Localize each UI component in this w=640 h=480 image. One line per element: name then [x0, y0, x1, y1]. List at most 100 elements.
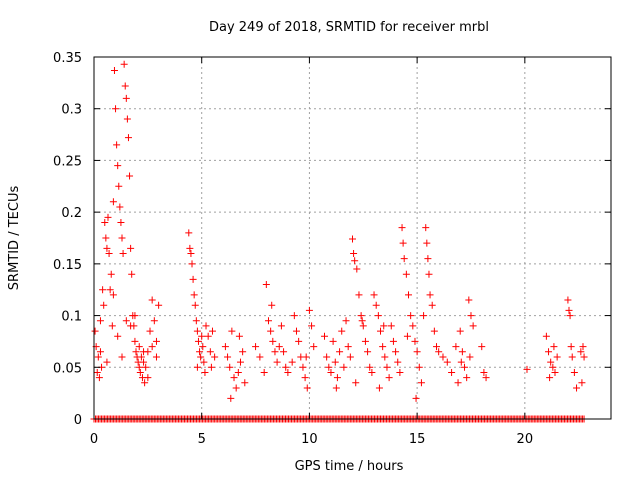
- data-point: [104, 213, 112, 221]
- data-point: [366, 363, 374, 371]
- data-point: [271, 348, 279, 356]
- data-point: [148, 296, 156, 304]
- data-point: [137, 353, 145, 361]
- data-point: [127, 244, 135, 252]
- data-point: [346, 353, 354, 361]
- data-point: [200, 358, 208, 366]
- data-point: [428, 301, 436, 309]
- data-point: [372, 301, 380, 309]
- y-tick-label: 0.1: [61, 310, 82, 325]
- data-point: [402, 270, 410, 278]
- data-point: [191, 301, 199, 309]
- y-tick-label: 0.3: [61, 103, 82, 118]
- data-point: [415, 363, 423, 371]
- data-point: [262, 281, 270, 289]
- data-point: [193, 327, 201, 335]
- data-point: [461, 363, 469, 371]
- data-point: [325, 363, 333, 371]
- data-point: [433, 343, 441, 351]
- data-point: [396, 368, 404, 376]
- data-point: [377, 327, 385, 335]
- data-point: [256, 353, 264, 361]
- data-point: [578, 379, 586, 387]
- data-point: [482, 374, 490, 382]
- data-point: [292, 327, 300, 335]
- data-point: [553, 353, 561, 361]
- data-point: [128, 270, 136, 278]
- data-point: [465, 296, 473, 304]
- data-point: [141, 379, 149, 387]
- data-point: [364, 348, 372, 356]
- data-point: [127, 322, 135, 330]
- data-point: [140, 348, 148, 356]
- data-point: [385, 374, 393, 382]
- data-point: [361, 337, 369, 345]
- data-point: [146, 327, 154, 335]
- data-point: [423, 239, 431, 247]
- data-point: [114, 162, 122, 170]
- data-point: [439, 353, 447, 361]
- data-point: [109, 291, 117, 299]
- data-point: [370, 291, 378, 299]
- data-point: [290, 312, 298, 320]
- data-point: [142, 363, 150, 371]
- data-point: [131, 337, 139, 345]
- data-point: [122, 94, 130, 102]
- data-point: [268, 301, 276, 309]
- data-point: [155, 301, 163, 309]
- data-point: [119, 250, 127, 258]
- data-point: [570, 368, 578, 376]
- data-point: [403, 332, 411, 340]
- data-point: [310, 343, 318, 351]
- data-point: [467, 312, 475, 320]
- data-point: [338, 327, 346, 335]
- data-point: [189, 275, 197, 283]
- data-point: [336, 348, 344, 356]
- data-point: [91, 327, 99, 335]
- data-point: [456, 327, 464, 335]
- data-point: [399, 239, 407, 247]
- data-point: [105, 250, 113, 258]
- y-tick-label: 0.05: [53, 361, 82, 376]
- data-point: [100, 301, 108, 309]
- x-axis-label: GPS time / hours: [295, 459, 404, 474]
- data-point: [116, 203, 124, 211]
- data-point: [148, 343, 156, 351]
- x-axis-ticks: 0 5 10 15 20: [90, 57, 533, 447]
- data-point: [400, 255, 408, 263]
- data-point: [101, 218, 109, 226]
- data-point: [207, 363, 215, 371]
- data-point: [333, 374, 341, 382]
- data-point: [193, 363, 201, 371]
- data-point: [275, 343, 283, 351]
- data-point: [96, 348, 104, 356]
- grid-lines: [94, 57, 611, 419]
- data-point: [197, 353, 205, 361]
- data-point: [340, 363, 348, 371]
- data-point: [523, 365, 531, 373]
- x-tick-label: 5: [198, 432, 206, 447]
- data-point: [114, 332, 122, 340]
- data-point: [478, 343, 486, 351]
- data-point: [277, 322, 285, 330]
- data-point: [350, 250, 358, 258]
- x-tick-label: 10: [301, 432, 318, 447]
- data-point: [551, 368, 559, 376]
- data-point: [580, 353, 588, 361]
- data-point: [284, 368, 292, 376]
- data-point: [374, 312, 382, 320]
- data-point: [206, 348, 214, 356]
- data-point: [579, 343, 587, 351]
- x-tick-label: 15: [409, 432, 426, 447]
- data-point: [320, 332, 328, 340]
- data-point: [120, 60, 128, 68]
- x-tick-label: 0: [90, 432, 98, 447]
- data-point: [405, 291, 413, 299]
- data-point: [122, 317, 130, 325]
- data-point: [426, 291, 434, 299]
- data-point: [430, 327, 438, 335]
- data-point: [252, 343, 260, 351]
- plot-frame: [93, 56, 612, 420]
- data-point: [303, 384, 311, 392]
- data-point: [550, 343, 558, 351]
